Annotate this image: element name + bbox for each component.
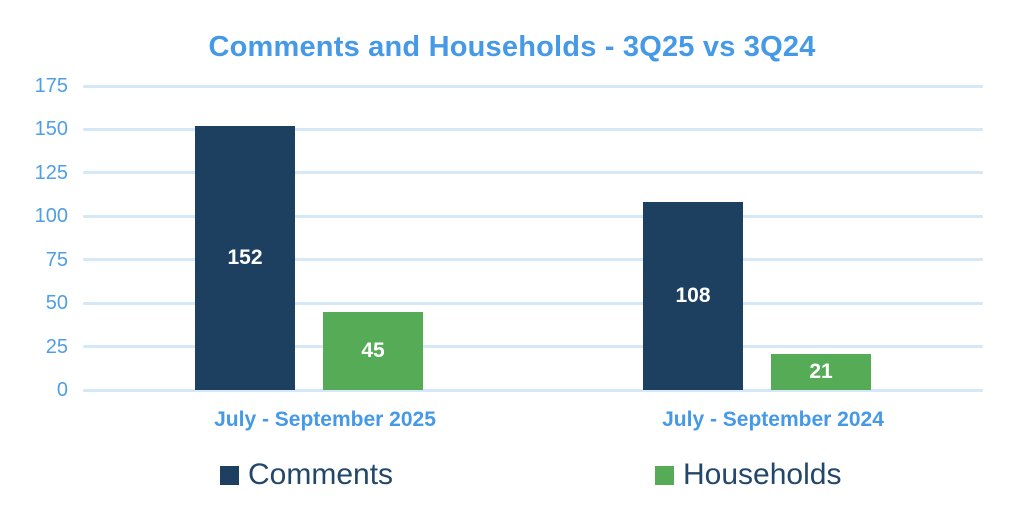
legend-label: Comments [248, 458, 394, 491]
gridline [83, 84, 983, 88]
legend-label: Households [683, 458, 842, 491]
gridline [83, 214, 983, 218]
plot-area: 152 45 108 21 [83, 84, 983, 392]
legend: Comments Households [0, 458, 1024, 492]
legend-swatch-icon [655, 465, 674, 485]
y-axis: 0 25 50 75 100 125 150 175 [0, 76, 68, 400]
x-tick-label: July - September 2025 [214, 408, 436, 431]
y-tick-label: 50 [45, 292, 68, 315]
y-tick-label: 125 [34, 161, 68, 184]
legend-item-comments: Comments [220, 458, 393, 492]
gridline [83, 258, 983, 262]
bar-comments-2: 108 [643, 202, 743, 390]
x-axis: July - September 2025 July - September 20… [83, 408, 983, 434]
bar-value-label: 45 [361, 338, 385, 362]
y-tick-label: 25 [45, 335, 68, 358]
bar-comments-1: 152 [195, 125, 295, 390]
gridline [83, 301, 983, 305]
bar-households-2: 21 [771, 353, 871, 390]
y-tick-label: 150 [34, 118, 68, 141]
gridline [83, 388, 983, 392]
bar-value-label: 21 [809, 359, 833, 383]
y-tick-label: 75 [45, 248, 68, 271]
legend-item-households: Households [655, 458, 841, 492]
y-tick-label: 175 [34, 75, 68, 97]
bar-value-label: 108 [675, 284, 711, 308]
legend-swatch-icon [220, 465, 239, 485]
gridline [83, 345, 983, 349]
chart-title: Comments and Households - 3Q25 vs 3Q24 [208, 31, 816, 63]
gridline [83, 127, 983, 131]
x-tick-label: July - September 2024 [662, 408, 884, 431]
bar-value-label: 152 [227, 245, 263, 269]
bar-households-1: 45 [323, 311, 423, 390]
gridline [83, 171, 983, 175]
y-tick-label: 100 [34, 205, 68, 228]
y-tick-label: 0 [56, 379, 68, 401]
